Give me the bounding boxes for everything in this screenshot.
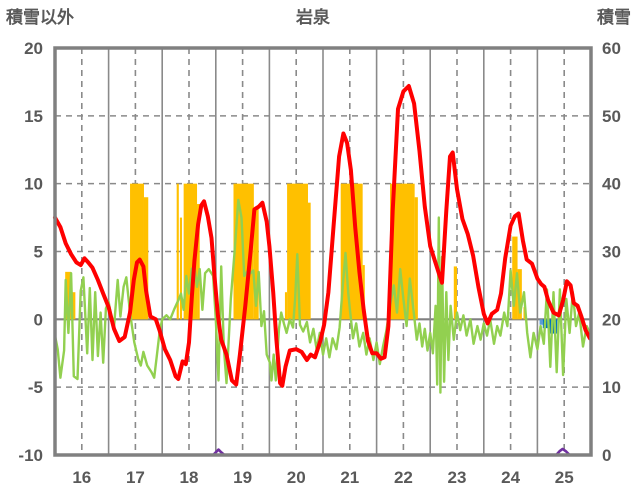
orange-bars-bar [65,271,72,320]
orange-bars-bar [176,183,179,320]
orange-bars-bar [143,197,149,320]
left-axis-tick-label: 10 [24,175,43,194]
right-axis-tick-label: 10 [602,378,621,397]
x-axis-tick-label: 25 [555,468,574,487]
left-axis-tick-label: 5 [34,243,43,262]
left-axis-tick-label: 20 [24,39,43,58]
orange-bars-bar [362,265,365,320]
x-axis-tick-label: 18 [180,468,199,487]
x-axis-tick-label: 17 [126,468,145,487]
left-axis-tick-label: -5 [28,378,43,397]
x-axis-tick-label: 21 [340,468,359,487]
x-axis-tick-label: 23 [448,468,467,487]
right-axis-tick-label: 0 [602,446,611,465]
x-axis-tick-label: 20 [287,468,306,487]
orange-bars-bar [307,202,311,320]
right-axis-title: 積雪 [597,8,631,27]
orange-bars-bar [340,183,363,320]
left-axis-tick-label: 15 [24,107,43,126]
blue-bars-bar [539,319,543,325]
orange-bars-bar [71,292,76,320]
chart-title: 岩泉 [296,8,330,27]
right-axis-tick-label: 20 [602,310,621,329]
orange-bars-bar [197,204,200,320]
right-axis-tick-label: 30 [602,243,621,262]
orange-bars-bar [179,217,183,320]
orange-bars-bar [414,197,418,320]
right-axis-tick-label: 40 [602,175,621,194]
right-axis-tick-label: 60 [602,39,621,58]
plot-border [53,46,593,457]
x-axis-tick-label: 16 [72,468,91,487]
orange-bars-bar [253,208,259,320]
x-axis-tick-label: 19 [233,468,252,487]
orange-bars-bar [284,292,288,320]
x-axis-tick-label: 24 [501,468,520,487]
red-line [53,84,592,388]
left-axis-tick-label: -10 [18,446,43,465]
x-axis-tick-label: 22 [394,468,413,487]
orange-bars-bar [287,183,308,320]
left-axis-tick-label: 0 [34,310,43,329]
right-axis-tick-label: 50 [602,107,621,126]
left-axis-title: 積雪以外 [6,8,74,27]
orange-bars-bar [453,266,457,320]
orange-bars-bar [512,236,518,320]
